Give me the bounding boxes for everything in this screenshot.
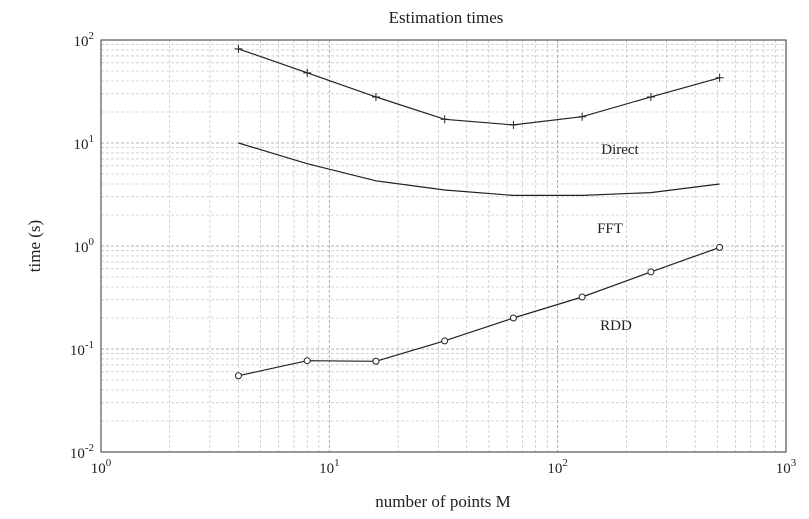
data-point-rdd bbox=[647, 268, 655, 276]
series-group bbox=[234, 44, 724, 380]
y-tick-label: 10-1 bbox=[70, 339, 94, 359]
y-tick-label: 101 bbox=[74, 133, 95, 153]
series-line-rdd bbox=[238, 246, 720, 377]
x-tick-label: 103 bbox=[776, 457, 797, 477]
data-point-direct bbox=[646, 92, 655, 101]
y-tick-labels: 10-2 10-1 100 101 102 bbox=[70, 30, 95, 462]
y-axis-label: time (s) bbox=[25, 220, 44, 272]
data-point-direct bbox=[371, 92, 380, 101]
data-point-direct bbox=[303, 68, 312, 77]
data-point-direct bbox=[440, 115, 449, 124]
x-tick-label: 100 bbox=[91, 457, 112, 477]
grid bbox=[101, 40, 786, 452]
data-point-direct bbox=[234, 44, 243, 53]
series-labels: Direct FFT RDD bbox=[597, 142, 639, 334]
y-tick-label: 102 bbox=[74, 30, 95, 50]
series-line-fft bbox=[238, 142, 720, 196]
data-point-rdd bbox=[716, 243, 724, 251]
x-tick-labels: 100 101 102 103 bbox=[91, 457, 797, 477]
data-point-direct bbox=[578, 112, 587, 121]
data-point-rdd bbox=[441, 337, 449, 345]
data-point-direct bbox=[715, 73, 724, 82]
series-label-fft: FFT bbox=[597, 221, 623, 237]
y-tick-label: 10-2 bbox=[70, 442, 94, 462]
data-point-rdd bbox=[578, 293, 586, 301]
chart-title: Estimation times bbox=[389, 8, 504, 27]
data-point-rdd bbox=[234, 372, 242, 380]
x-tick-label: 102 bbox=[547, 457, 568, 477]
plot-frame bbox=[100, 39, 787, 453]
series-label-direct: Direct bbox=[601, 142, 639, 158]
series-line-direct bbox=[238, 48, 720, 126]
data-point-rdd bbox=[372, 357, 380, 365]
data-point-rdd bbox=[303, 357, 311, 365]
x-tick-label: 101 bbox=[319, 457, 340, 477]
data-point-rdd bbox=[509, 314, 517, 322]
series-label-rdd: RDD bbox=[600, 318, 632, 334]
data-point-direct bbox=[509, 120, 518, 129]
x-axis-label: number of points M bbox=[375, 492, 511, 511]
y-tick-label: 100 bbox=[74, 236, 95, 256]
